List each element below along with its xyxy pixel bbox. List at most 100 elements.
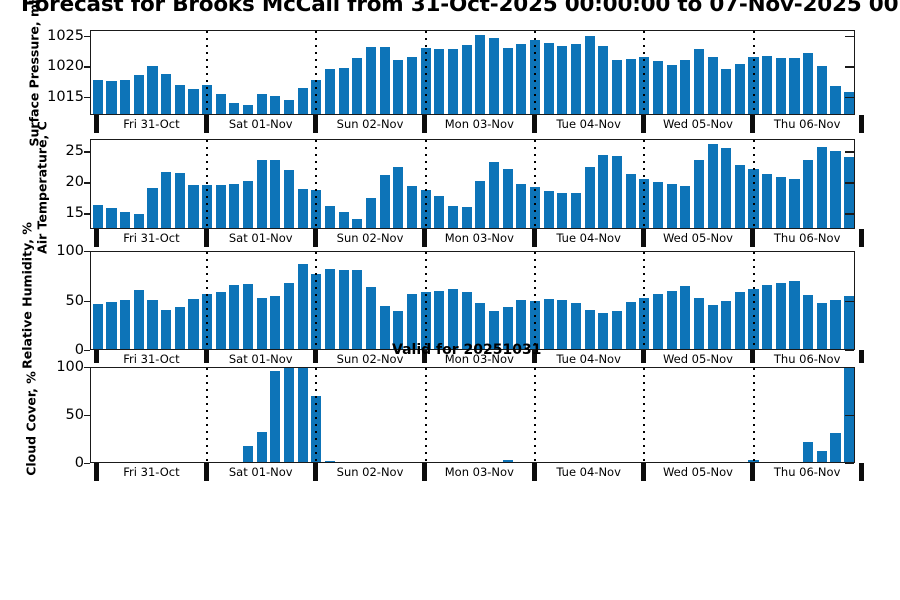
- y-tick-label: 1025: [47, 28, 84, 45]
- bar: [830, 151, 841, 228]
- bar: [352, 57, 363, 114]
- bar: [734, 291, 745, 349]
- tick-mark: [845, 300, 854, 302]
- x-day-label: Tue 04-Nov: [556, 352, 621, 366]
- bar: [789, 280, 800, 349]
- bar: [543, 298, 554, 349]
- y-tick-label: 50: [65, 407, 84, 423]
- bar: [174, 85, 185, 114]
- day-boundary-tick: [859, 463, 865, 481]
- bar: [707, 144, 718, 228]
- bar: [584, 310, 595, 349]
- bar: [297, 368, 308, 462]
- tick-mark: [845, 367, 854, 369]
- bar: [557, 192, 568, 228]
- bar: [488, 162, 500, 228]
- bar: [174, 307, 185, 349]
- bar: [461, 207, 472, 228]
- tick-mark: [845, 151, 854, 153]
- day-separator-line: [534, 31, 536, 114]
- x-day-label: Tue 04-Nov: [556, 465, 621, 479]
- day-separator-line: [206, 368, 209, 462]
- bar: [352, 269, 363, 349]
- x-day-label: Fri 31-Oct: [123, 117, 180, 131]
- bar: [707, 304, 718, 349]
- bar: [844, 295, 855, 349]
- y-tick-label: 25: [65, 143, 84, 160]
- tick-mark: [845, 251, 854, 253]
- day-boundary-tick: [531, 463, 537, 481]
- bar: [325, 69, 336, 114]
- day-separator-line: [206, 140, 209, 228]
- bar: [379, 47, 390, 114]
- day-separator-line: [752, 252, 755, 349]
- day-boundary-tick: [531, 350, 537, 363]
- bar: [789, 179, 800, 228]
- bar: [92, 303, 103, 349]
- day-separator-line: [534, 140, 536, 228]
- bar: [229, 102, 240, 114]
- y-tick-label: 20: [65, 174, 84, 191]
- day-boundary-tick: [203, 229, 209, 247]
- bar: [516, 184, 527, 228]
- tick-mark: [845, 350, 854, 352]
- day-separator-line: [315, 140, 318, 228]
- tick-mark: [84, 415, 90, 417]
- x-day-label: Fri 31-Oct: [123, 352, 180, 366]
- day-boundary-tick: [94, 229, 100, 247]
- bar: [830, 85, 841, 114]
- x-day-label: Sat 01-Nov: [228, 352, 293, 366]
- tick-mark: [845, 213, 854, 215]
- bar: [133, 75, 144, 114]
- bar: [92, 204, 103, 228]
- x-day-label: Mon 03-Nov: [444, 117, 514, 131]
- bar: [284, 368, 295, 462]
- bar: [461, 291, 472, 349]
- x-day-label: Sat 01-Nov: [228, 465, 293, 479]
- bar: [284, 100, 295, 114]
- bar: [352, 219, 363, 228]
- bar: [721, 148, 732, 228]
- bar: [816, 147, 827, 228]
- bar: [434, 48, 445, 114]
- bar: [365, 198, 377, 228]
- day-separator-line: [752, 368, 755, 462]
- bar: [625, 173, 636, 228]
- bar: [666, 65, 677, 114]
- bar: [803, 441, 814, 462]
- bar: [762, 174, 773, 228]
- temperature-plot-area: [90, 139, 855, 229]
- day-boundary-tick: [312, 350, 318, 363]
- bar: [475, 181, 486, 228]
- bar: [844, 92, 855, 114]
- bar: [816, 450, 827, 462]
- bar: [188, 298, 199, 349]
- x-day-label: Tue 04-Nov: [556, 117, 621, 131]
- tick-mark: [84, 96, 90, 99]
- bar: [393, 59, 404, 114]
- figure-title: Forecast for Brooks McCall from 31-Oct-2…: [21, 0, 900, 17]
- tick-mark: [84, 151, 90, 153]
- bar: [406, 185, 418, 228]
- date-strip: Fri 31-Oct Sat 01-Nov Sun 02-Nov Mon 03-Nov…: [90, 115, 865, 139]
- bar: [338, 68, 349, 114]
- bar: [707, 57, 718, 114]
- x-day-label: Mon 03-Nov: [444, 231, 514, 245]
- tick-mark: [84, 251, 90, 253]
- humidity-plot-area: [90, 251, 855, 350]
- bar: [325, 205, 336, 228]
- day-boundary-tick: [312, 115, 318, 133]
- tick-mark: [845, 66, 854, 68]
- tick-mark: [84, 182, 90, 184]
- day-boundary-tick: [94, 350, 100, 363]
- bar: [488, 311, 500, 349]
- day-separator-line: [752, 140, 755, 228]
- bar: [652, 293, 663, 349]
- bar: [570, 44, 582, 114]
- bar: [830, 299, 841, 349]
- day-boundary-tick: [422, 229, 428, 247]
- bar: [338, 269, 349, 349]
- bar: [133, 213, 144, 228]
- day-boundary-tick: [640, 350, 646, 363]
- x-day-label: Wed 05-Nov: [662, 352, 733, 366]
